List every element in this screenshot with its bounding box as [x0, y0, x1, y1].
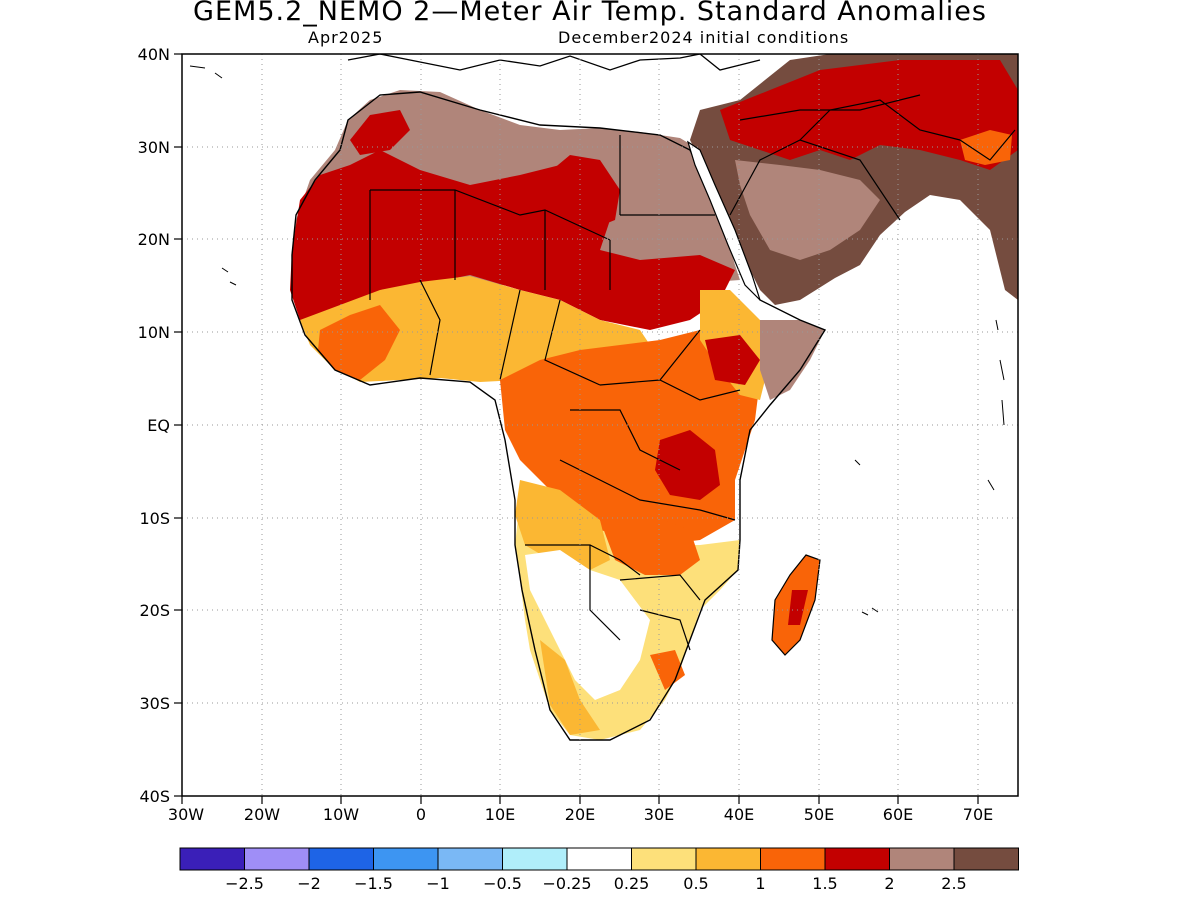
- colorbar-label: 0.25: [614, 874, 650, 893]
- lon-label: 40E: [724, 805, 754, 824]
- colorbar-swatch: [373, 847, 439, 871]
- lon-label: 50E: [804, 805, 834, 824]
- lat-label: 10N: [138, 323, 170, 342]
- arabia-orange-spot: [960, 130, 1012, 165]
- colorbar-label: 2.5: [941, 874, 966, 893]
- valid-month-label: Apr2025: [308, 28, 384, 47]
- colorbar-label: 1.5: [812, 874, 837, 893]
- colorbar-label: 1: [755, 874, 765, 893]
- lon-label: 70E: [963, 805, 993, 824]
- ethiopia-red: [705, 335, 760, 385]
- horn-brown: [760, 320, 825, 400]
- lon-label: 0: [416, 805, 426, 824]
- guinea-orange: [318, 305, 400, 380]
- colorbar-swatch: [308, 847, 374, 871]
- colorbar-swatch: [889, 847, 955, 871]
- lon-label: 10E: [485, 805, 515, 824]
- lat-labels: 40N 30N 20N 10N EQ 10S 20S 30S 40S: [138, 45, 170, 806]
- colorbar-label: 0.5: [683, 874, 708, 893]
- lat-label: 30S: [139, 694, 170, 713]
- lon-labels: 30W 20W 10W 0 10E 20E 30E 40E 50E 60E 70…: [168, 805, 993, 824]
- lon-label: 20W: [244, 805, 280, 824]
- lon-label: 60E: [883, 805, 913, 824]
- colorbar-label: −2: [297, 874, 321, 893]
- colorbar-label: −2.5: [225, 874, 264, 893]
- colorbar-swatch: [179, 847, 245, 871]
- colorbar-label: 2: [884, 874, 894, 893]
- lakes-red: [655, 430, 720, 500]
- map-content: [189, 54, 1018, 741]
- sahel-band: [290, 150, 735, 330]
- colorbar-swatch: [824, 847, 890, 871]
- red-sea: [686, 140, 761, 301]
- lon-label: 10W: [323, 805, 359, 824]
- lat-label: 10S: [139, 509, 170, 528]
- lat-label: 40S: [139, 787, 170, 806]
- initial-conditions-label: December2024 initial conditions: [558, 28, 850, 47]
- colorbar-swatch: [244, 847, 310, 871]
- colorbar-label: −0.25: [542, 874, 591, 893]
- grid-lines: [182, 54, 1018, 796]
- colorbar-swatch: [695, 847, 761, 871]
- lat-label: 20N: [138, 230, 170, 249]
- sahara-red-patch: [540, 155, 620, 230]
- lat-label: EQ: [147, 416, 170, 435]
- angola-orange: [515, 480, 610, 575]
- lat-label: 20S: [139, 601, 170, 620]
- colorbar-label: −0.5: [483, 874, 522, 893]
- colorbar-label: −1: [426, 874, 450, 893]
- colorbar-label: −1.5: [354, 874, 393, 893]
- colorbar: −2.5 −2 −1.5 −1 −0.5 −0.25 0.25 0.5 1 1.5 2 2.5: [179, 847, 1019, 893]
- colorbar-swatch: [953, 847, 1019, 871]
- country-borders: [369, 94, 1016, 651]
- colorbar-swatch: [631, 847, 697, 871]
- colorbar-swatch: [502, 847, 568, 871]
- chart-title: GEM5.2_NEMO 2—Meter Air Temp. Standard A…: [193, 0, 987, 27]
- arabia-brown-mid: [735, 160, 880, 260]
- madagascar-red: [788, 590, 808, 625]
- colorbar-swatch: [566, 847, 632, 871]
- lon-label: 30E: [644, 805, 674, 824]
- lat-label: 40N: [138, 45, 170, 64]
- tick-marks: [174, 53, 979, 804]
- colorbar-swatch: [760, 847, 826, 871]
- europe-coast: [347, 54, 761, 71]
- zambia-orange: [600, 515, 700, 575]
- islands: [189, 65, 1005, 616]
- lon-label: 20E: [565, 805, 595, 824]
- kalahari-white: [525, 550, 650, 700]
- lat-label: 30N: [138, 138, 170, 157]
- south-yellow: [540, 640, 600, 735]
- colorbar-swatch: [437, 847, 503, 871]
- lon-label: 30W: [168, 805, 204, 824]
- morocco-red: [350, 110, 410, 155]
- madagascar-coast: [771, 554, 821, 656]
